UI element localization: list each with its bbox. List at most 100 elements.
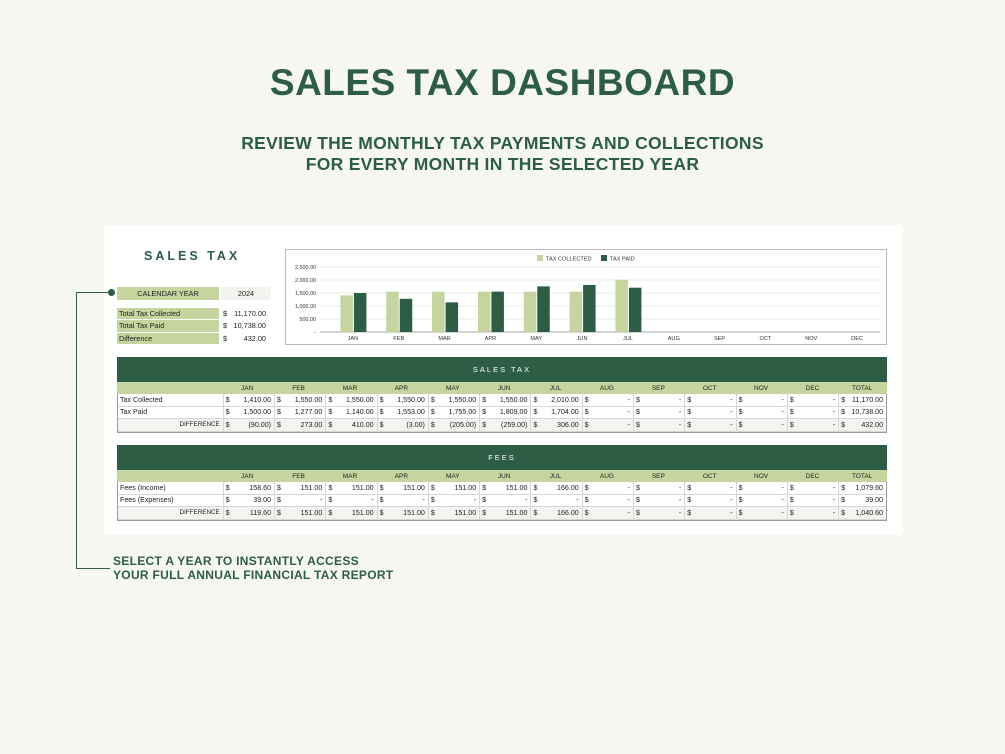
cell-value: 1,704.00 (551, 408, 579, 417)
cell-value: - (371, 496, 374, 505)
table-cell: $1,704.00 (530, 406, 581, 418)
table-cell: $ - (786, 419, 838, 431)
currency-symbol: $ (533, 496, 538, 505)
currency-symbol: $ (738, 408, 743, 417)
cell-value: - (730, 496, 733, 505)
cell-value: - (832, 496, 836, 505)
cell-value: - (730, 508, 733, 517)
table-cell: $151.00 (427, 507, 479, 519)
summary-value: 10,738.00 (233, 321, 266, 331)
table-cell: $273.00 (274, 419, 325, 431)
cell-value: (3.00) (406, 420, 425, 429)
table-cell: $ - (633, 406, 684, 418)
table-cell: $1,140.00 (325, 406, 376, 418)
table-cell: $1,550.00 (274, 394, 325, 406)
table-cell: $ (3.00) (376, 419, 428, 431)
cell-value: - (473, 496, 477, 505)
currency-symbol: $ (687, 508, 692, 517)
currency-symbol: $ (738, 395, 743, 404)
table-cell: $11,170.00 (838, 394, 886, 406)
table-title: SALES TAX (117, 357, 887, 382)
column-header: AUG (599, 384, 614, 392)
table-cell: $151.00 (274, 507, 325, 519)
callout-line-1: SELECT A YEAR TO INSTANTLY ACCESS (113, 554, 359, 568)
column-header: OCT (702, 472, 717, 480)
currency-symbol: $ (430, 508, 435, 517)
bar-chart: 2,500.00 2,000.00 1,500.00 1,000.00 500.00 - J… (285, 249, 887, 345)
row-label: Tax Paid (120, 408, 148, 417)
cell-value: 151.00 (300, 508, 323, 517)
currency-symbol: $ (482, 496, 487, 505)
table-cell: $166.00 (530, 507, 581, 519)
row-label: DIFFERENCE (179, 421, 220, 429)
legend-swatch-paid (601, 255, 607, 261)
subtitle-line-2: FOR EVERY MONTH IN THE SELECTED YEAR (305, 154, 700, 174)
currency-symbol: $ (789, 483, 794, 492)
legend-swatch-collected (537, 255, 543, 261)
table-cell: $ - (735, 507, 787, 519)
currency-symbol: $ (225, 483, 230, 492)
currency-symbol: $ (533, 483, 538, 492)
cell-value: (90.00) (248, 420, 272, 429)
currency-symbol: $ (584, 395, 589, 404)
subtitle-line-1: REVIEW THE MONTHLY TAX PAYMENTS AND COLL… (241, 133, 764, 153)
table-cell: $ - (530, 494, 581, 506)
currency-symbol: $ (687, 496, 692, 505)
table-cell: $ - (684, 419, 735, 431)
column-header: DEC (805, 472, 820, 480)
cell-value: 151.00 (300, 483, 323, 492)
table-cell: $151.00 (376, 507, 428, 519)
table-cell: $ - (684, 394, 735, 406)
table-body: Fees (Income) $158.60 $151.00 $151.00 $151.0… (117, 482, 887, 521)
y-tick-label: 2,000.00 (295, 278, 316, 284)
cell-value: - (781, 483, 784, 492)
cell-value: 11,170.00 (851, 395, 884, 404)
table-cell: $1,553.00 (376, 406, 428, 418)
currency-symbol: $ (379, 420, 384, 429)
table-cell: $ - (735, 394, 787, 406)
currency-symbol: $ (379, 483, 384, 492)
cell-value: - (730, 420, 733, 429)
y-tick-label: 1,000.00 (295, 304, 316, 310)
bar-tax-paid (537, 286, 550, 332)
column-header: MAR (342, 472, 358, 480)
table-cell: $ - (684, 406, 735, 418)
currency-symbol: $ (841, 496, 846, 505)
currency-symbol: $ (430, 420, 435, 429)
table-cell: $166.00 (530, 482, 581, 494)
cell-value: - (576, 496, 579, 505)
cell-value: 151.00 (351, 508, 374, 517)
table-cell: $1,277.00 (274, 406, 325, 418)
currency-symbol: $ (277, 508, 281, 517)
calendar-year-select[interactable]: 2024 (221, 287, 271, 300)
table-row: Fees (Income) $158.60 $151.00 $151.00 $151.0… (118, 482, 886, 495)
cell-value: 410.00 (351, 420, 374, 429)
table-cell: $2,010.00 (530, 394, 581, 406)
fees-table: FEES JAN FEB MAR APR MAY JUN JUL AUG SEP OCT NOV DEC… (117, 445, 887, 521)
table-header-row: JAN FEB MAR APR MAY JUN JUL AUG SEP OCT NOV DEC TOTA… (117, 382, 887, 394)
column-header: SEP (651, 472, 665, 480)
cell-value: - (832, 508, 836, 517)
x-tick-label: SEP (714, 336, 725, 342)
cell-value: 158.60 (249, 483, 272, 492)
table-cell: $1,040.60 (838, 507, 886, 519)
currency-symbol: $ (636, 408, 640, 417)
currency-symbol: $ (277, 483, 281, 492)
cell-value: 151.00 (351, 483, 374, 492)
x-tick-label: FEB (393, 336, 404, 342)
table-cell: $306.00 (530, 419, 581, 431)
table-cell: $ - (633, 507, 684, 519)
page-title: SALES TAX DASHBOARD (269, 62, 736, 103)
currency-symbol: $ (225, 395, 230, 404)
table-cell: $ - (633, 494, 684, 506)
cell-value: - (422, 496, 425, 505)
cell-value: - (678, 408, 682, 417)
legend-label: TAX PAID (610, 256, 635, 262)
currency-symbol: $ (738, 420, 743, 429)
table-cell: $432.00 (838, 419, 886, 431)
x-tick-label: NOV (805, 336, 817, 342)
table-header-row: JAN FEB MAR APR MAY JUN JUL AUG SEP OCT NOV DEC TOTA… (117, 470, 887, 482)
cell-value: 166.00 (557, 483, 579, 492)
table-cell: $ - (735, 419, 787, 431)
column-header: APR (394, 384, 409, 392)
